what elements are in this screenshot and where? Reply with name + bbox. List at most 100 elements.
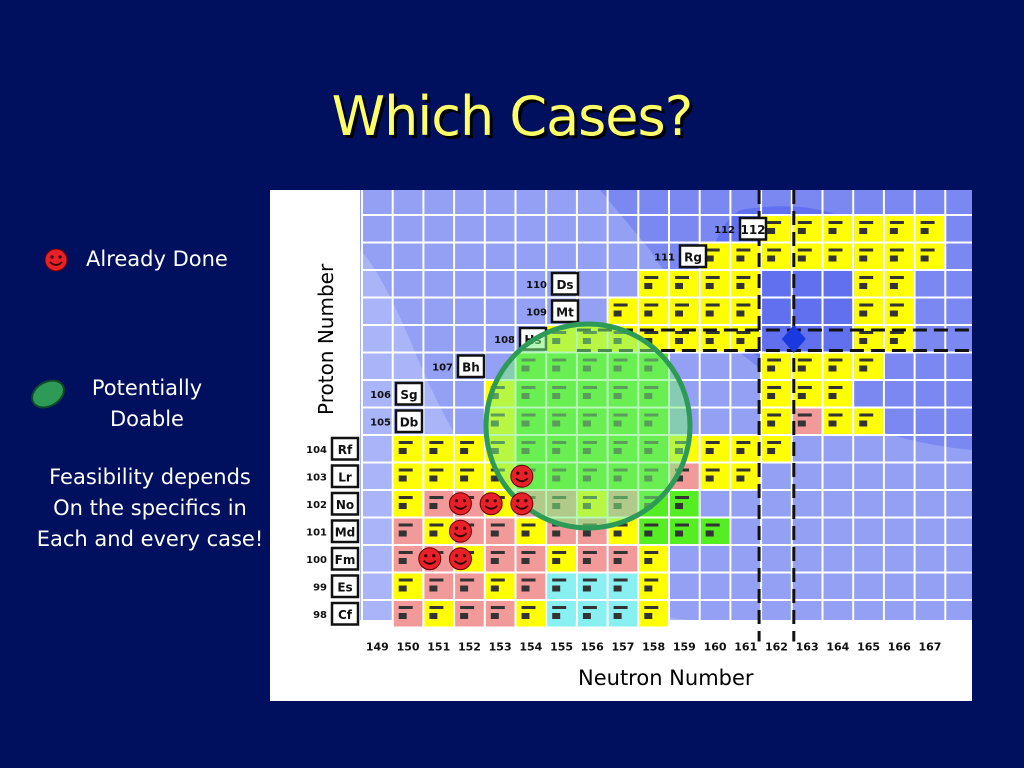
nuclide-cell-bar	[490, 558, 499, 564]
nuclide-cell-text	[552, 578, 567, 582]
nuclide-cell-text	[889, 331, 904, 334]
nuclide-cell-bar	[552, 558, 561, 564]
nuclide-cell-bar	[490, 530, 499, 537]
nuclide-cell-text	[429, 496, 444, 499]
nuclide-cell-bar	[644, 558, 653, 564]
neutron-tick-label: 162	[765, 641, 788, 654]
nuclide-cell-text	[582, 578, 597, 582]
nuclide-cell-text	[398, 523, 413, 527]
nuclide-cell-text	[736, 331, 751, 334]
nuclide-cell-text	[613, 303, 628, 307]
nuclide-cell	[823, 381, 853, 407]
smiley-mouth	[515, 505, 529, 510]
nuclide-cell-bar	[828, 255, 837, 262]
nuclide-cell-bar	[828, 228, 837, 234]
nuclide-cell	[700, 436, 730, 462]
nuclide-cell-text	[828, 248, 843, 252]
proton-tick-label: 107	[432, 363, 453, 374]
nuclide-cell-text	[705, 441, 720, 444]
already-done-smiley	[510, 492, 534, 516]
nuclide-cell	[884, 243, 914, 269]
nuclide-cell-bar	[767, 448, 776, 454]
nuclide-cell-text	[429, 606, 444, 609]
nuclide-cell-bar	[828, 393, 837, 399]
nuclide-cell-bar	[889, 228, 898, 234]
nuclide-cell-text	[582, 606, 597, 609]
element-box	[330, 546, 360, 571]
nuclide-cell	[700, 298, 730, 324]
nuclide-cell-text	[736, 248, 751, 252]
proton-tick-label: 102	[306, 500, 327, 511]
legend-potentially-line1: Potentially	[91, 376, 203, 400]
nuclide-cell	[700, 463, 730, 489]
nuclide-cell	[424, 463, 454, 489]
nuclide-cell	[608, 573, 638, 599]
nuclide-cell-text	[736, 303, 751, 307]
nuclide-cell	[455, 573, 484, 599]
nuclide-cell-text	[521, 606, 536, 609]
nuclide-cell-bar	[644, 585, 653, 592]
nuclide-cell-bar	[644, 530, 653, 537]
nuclide-cell-text	[767, 413, 782, 417]
nuclide-cell-text	[705, 331, 720, 334]
nuclide-cell-text	[705, 248, 720, 252]
nuclide-cell-bar	[675, 475, 683, 482]
nuclide-cell	[639, 298, 668, 324]
nuclide-cell-bar	[613, 310, 622, 317]
nuclide-cell-text	[398, 441, 413, 444]
nuclide-cell	[577, 601, 607, 627]
nuclide-cell-text	[644, 551, 659, 554]
nuclide-cell-text	[767, 221, 782, 224]
nuclide-cell-text	[429, 441, 444, 444]
proton-tick-label: 111	[654, 253, 675, 264]
nuclide-cell-text	[490, 606, 505, 609]
nuclide-cell	[762, 353, 791, 379]
feasibility-line3: Each and every case!	[36, 527, 264, 551]
neutron-tick-label: 166	[888, 641, 911, 654]
nuclide-cell-text	[429, 523, 444, 527]
smiley-eye	[462, 526, 467, 530]
nuclide-cell	[731, 271, 761, 297]
smiley-mouth	[515, 477, 529, 483]
nuclide-cell-text	[644, 523, 659, 527]
nuclide-cell-bar	[705, 283, 714, 289]
nuclide-cell-bar	[736, 475, 745, 482]
nuclide-cell-text	[797, 221, 812, 224]
nuclide-cell-bar	[859, 338, 868, 344]
feasibility-note: Feasibility depends On the specifics in …	[12, 462, 288, 555]
neutron-tick-label: 154	[519, 641, 542, 654]
neutron-tick-label: 158	[642, 641, 665, 654]
nuclide-cell	[700, 271, 730, 297]
nuclide-cell	[762, 408, 791, 434]
nuclide-cell	[823, 353, 853, 379]
nuclide-cell-text	[889, 303, 904, 307]
nuclide-cell-bar	[398, 558, 407, 564]
nuclide-cell-text	[767, 248, 782, 252]
nuclide-cell-text	[490, 578, 505, 582]
nuclide-cell	[547, 601, 576, 627]
smiley-eye	[485, 499, 489, 503]
proton-tick-label: 101	[306, 528, 327, 539]
already-done-smiley	[510, 464, 534, 488]
nuclide-cell	[577, 573, 607, 599]
neutron-tick-label: 155	[550, 641, 573, 654]
neutron-tick-label: 167	[918, 641, 941, 654]
nuclide-cell	[915, 216, 945, 242]
nuclide-cell-text	[552, 551, 567, 554]
nuclide-cell-text	[644, 578, 659, 582]
nuclide-cell	[547, 546, 576, 572]
nuclide-cell	[455, 463, 484, 489]
element-symbol: No	[336, 498, 354, 512]
nuclide-cell-text	[429, 578, 444, 582]
x-axis-label: Neutron Number	[578, 666, 754, 690]
nuclide-cell	[455, 436, 484, 462]
nuclide-cell-text	[889, 276, 904, 279]
nuclide-cell-bar	[736, 448, 745, 454]
nuclide-cell-text	[705, 303, 720, 307]
nuclide-cell	[762, 436, 791, 462]
nuclide-cell-text	[521, 523, 536, 527]
nuclide-cell-text	[705, 276, 720, 279]
nuclide-cell	[485, 601, 515, 627]
nuclide-cell	[884, 271, 914, 297]
feasibility-line1: Feasibility depends	[49, 465, 251, 489]
